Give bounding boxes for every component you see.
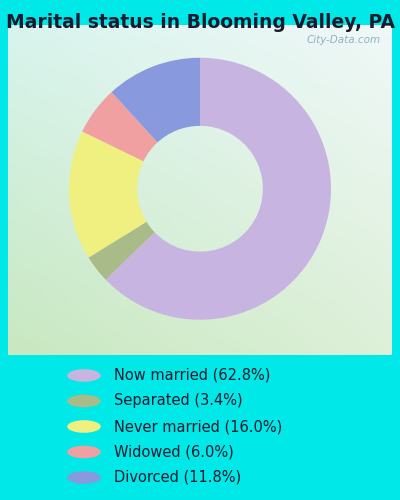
Circle shape [67,446,101,458]
Wedge shape [88,222,155,280]
Wedge shape [82,92,158,162]
Wedge shape [106,58,331,320]
Text: Widowed (6.0%): Widowed (6.0%) [114,444,234,460]
Text: City-Data.com: City-Data.com [306,35,380,45]
Wedge shape [112,58,200,142]
Circle shape [67,369,101,382]
Circle shape [67,471,101,484]
Text: Separated (3.4%): Separated (3.4%) [114,394,243,408]
Text: Divorced (11.8%): Divorced (11.8%) [114,470,241,485]
Text: Now married (62.8%): Now married (62.8%) [114,368,270,383]
Circle shape [67,394,101,407]
Text: Marital status in Blooming Valley, PA: Marital status in Blooming Valley, PA [6,12,394,32]
Text: Never married (16.0%): Never married (16.0%) [114,419,282,434]
Circle shape [67,420,101,433]
Wedge shape [69,132,146,258]
